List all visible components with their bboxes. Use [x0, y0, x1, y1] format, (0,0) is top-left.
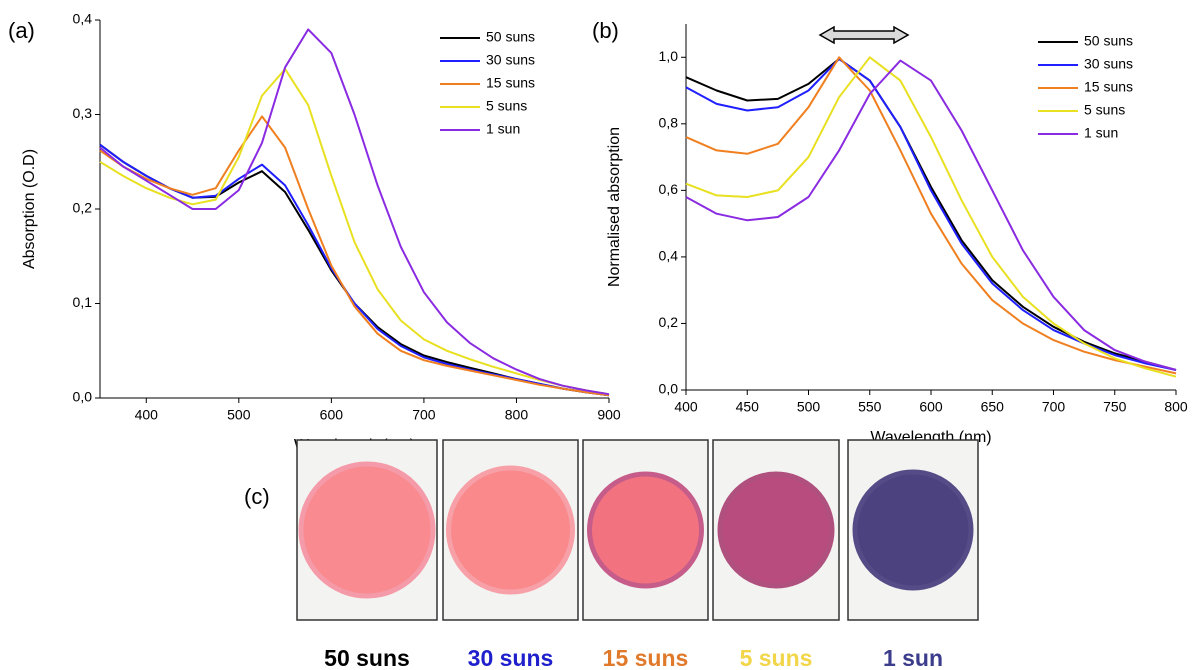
y-tick-label: 1,0 [659, 48, 679, 64]
legend-label: 5 suns [486, 98, 527, 114]
x-tick-label: 550 [858, 399, 882, 415]
y-tick-label: 0,4 [659, 248, 679, 264]
y-axis-label: Normalised absorption [606, 127, 623, 287]
x-tick-label: 650 [981, 399, 1005, 415]
y-tick-label: 0,8 [659, 115, 679, 131]
sample-photo [442, 439, 579, 621]
sample-spot [717, 471, 835, 589]
sample-caption: 15 suns [603, 645, 689, 670]
panel-label: (c) [244, 484, 270, 509]
sample-photo [296, 439, 438, 621]
sample-caption: 30 suns [468, 645, 554, 670]
series-line [685, 56, 1177, 375]
y-tick-label: 0,0 [73, 389, 93, 405]
legend-label: 15 suns [1084, 79, 1133, 95]
y-tick-label: 0,4 [73, 11, 93, 27]
sample-spot [852, 469, 974, 591]
sample-photo [582, 439, 709, 621]
y-tick-label: 0,2 [73, 200, 93, 216]
series-line [99, 115, 610, 397]
y-axis-label: Absorption (O.D) [21, 149, 38, 269]
series-line [685, 59, 1177, 371]
y-tick-label: 0,0 [659, 381, 679, 397]
sample-caption: 50 suns [324, 645, 410, 670]
legend-label: 5 suns [1084, 102, 1125, 118]
series-line [685, 57, 1177, 371]
series-line [685, 56, 1177, 378]
series-line [99, 68, 610, 396]
y-tick-label: 0,6 [659, 181, 679, 197]
x-tick-label: 750 [1103, 399, 1127, 415]
x-tick-label: 900 [597, 407, 621, 423]
legend-label: 1 sun [1084, 125, 1118, 141]
series-line [99, 143, 610, 397]
x-tick-label: 600 [919, 399, 943, 415]
legend-label: 30 suns [486, 52, 535, 68]
x-tick-label: 600 [320, 407, 344, 423]
y-tick-label: 0,2 [659, 314, 679, 330]
sample-spot [446, 465, 575, 595]
x-tick-label: 500 [797, 399, 821, 415]
x-tick-label: 500 [227, 407, 251, 423]
sample-spot [298, 461, 436, 599]
x-tick-label: 700 [1042, 399, 1066, 415]
sample-caption: 5 suns [740, 645, 813, 670]
sample-photo [847, 439, 979, 621]
sample-photo [712, 439, 840, 621]
legend-label: 1 sun [486, 121, 520, 137]
x-tick-label: 400 [135, 407, 159, 423]
legend-label: 30 suns [1084, 56, 1133, 72]
legend-label: 15 suns [486, 75, 535, 91]
panel-label: (b) [592, 18, 619, 43]
y-tick-label: 0,1 [73, 294, 93, 310]
series-line [99, 28, 610, 396]
series-line [99, 143, 610, 397]
x-tick-label: 800 [1164, 399, 1188, 415]
shift-arrow [818, 25, 910, 45]
x-tick-label: 700 [412, 407, 436, 423]
x-tick-label: 800 [505, 407, 529, 423]
x-tick-label: 400 [674, 399, 698, 415]
legend-label: 50 suns [1084, 33, 1133, 49]
sample-spot [587, 471, 704, 589]
legend-label: 50 suns [486, 29, 535, 45]
sample-caption: 1 sun [883, 645, 943, 670]
panel-label: (a) [8, 18, 35, 43]
y-tick-label: 0,3 [73, 105, 93, 121]
x-tick-label: 450 [736, 399, 760, 415]
